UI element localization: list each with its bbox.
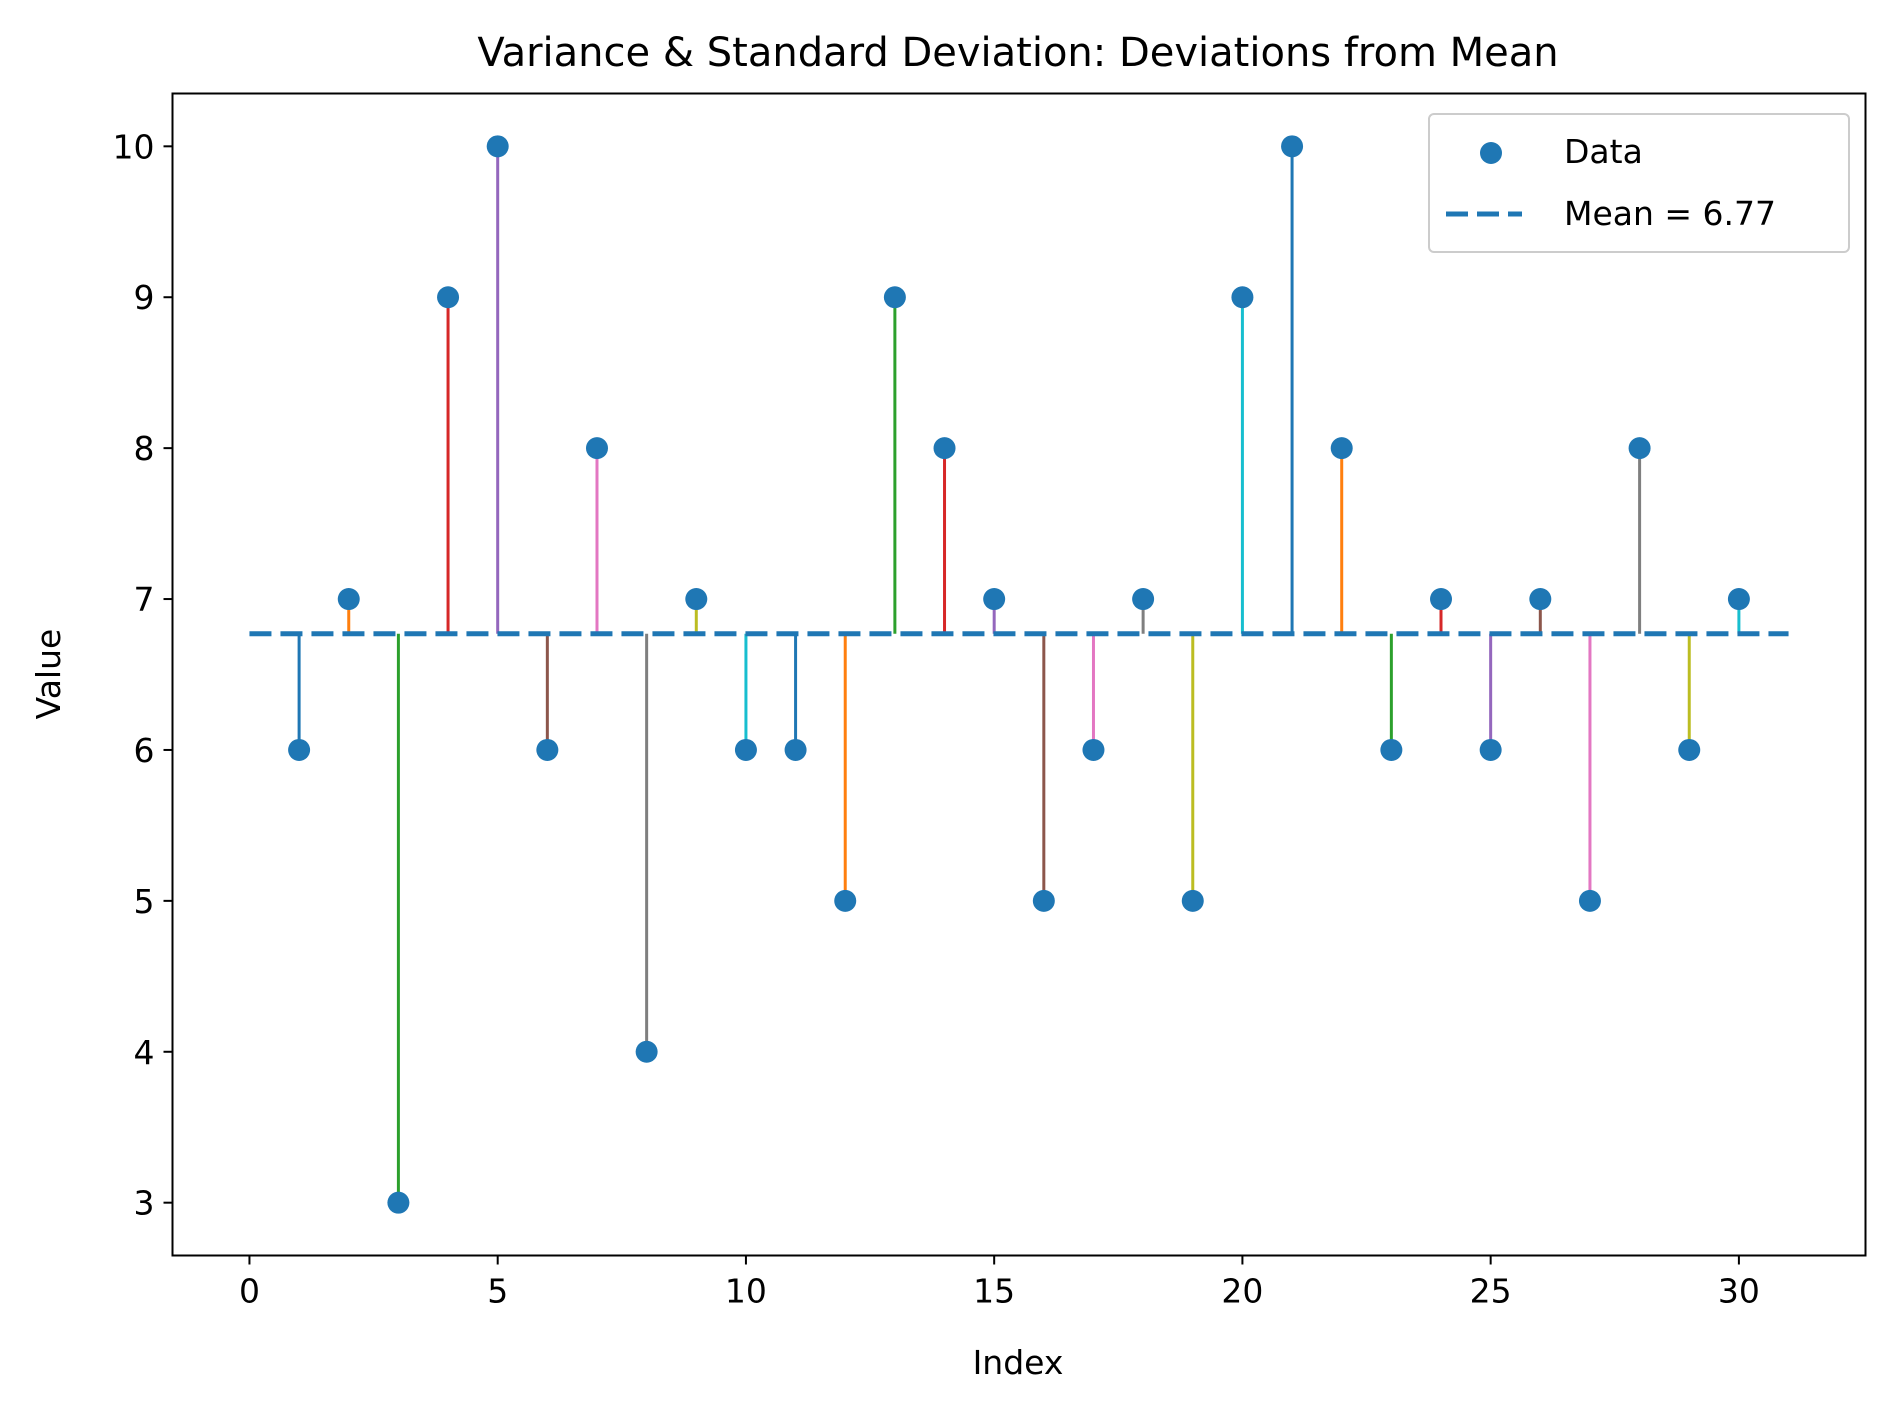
data-point-16 <box>1032 889 1055 912</box>
data-point-30 <box>1727 588 1750 611</box>
data-point-15 <box>983 588 1006 611</box>
legend-frame <box>1428 113 1850 253</box>
plot-area <box>249 135 1789 1214</box>
data-point-29 <box>1678 738 1701 761</box>
y-tick-label-8: 8 <box>134 429 155 468</box>
x-axis: 0 5 10 15 20 25 30 <box>239 1255 1760 1311</box>
data-point-3 <box>387 1191 410 1214</box>
data-point-20 <box>1231 286 1254 309</box>
y-tick-label-9: 9 <box>134 278 155 317</box>
data-point-22 <box>1330 437 1353 460</box>
data-point-6 <box>536 738 559 761</box>
y-tick-label-3: 3 <box>134 1184 155 1223</box>
data-point-2 <box>337 588 360 611</box>
data-point-26 <box>1529 588 1552 611</box>
legend-mean-label: Mean = 6.77 <box>1564 194 1776 233</box>
data-point-1 <box>288 738 311 761</box>
legend-data-label: Data <box>1564 132 1643 171</box>
data-point-19 <box>1181 889 1204 912</box>
data-point-14 <box>933 437 956 460</box>
data-point-9 <box>685 588 708 611</box>
data-point-28 <box>1628 437 1651 460</box>
y-tick-label-4: 4 <box>134 1033 155 1072</box>
data-point-25 <box>1479 738 1502 761</box>
data-point-5 <box>486 135 509 158</box>
x-tick-label-0: 0 <box>239 1272 260 1311</box>
y-axis: 3 4 5 6 7 8 9 10 <box>113 127 173 1223</box>
data-point-18 <box>1132 588 1155 611</box>
y-axis-label: Value <box>29 629 68 720</box>
x-tick-label-20: 20 <box>1221 1272 1263 1311</box>
data-point-4 <box>437 286 460 309</box>
x-tick-label-5: 5 <box>487 1272 508 1311</box>
x-tick-label-25: 25 <box>1470 1272 1512 1311</box>
y-tick-label-6: 6 <box>134 731 155 770</box>
data-point-10 <box>734 738 757 761</box>
data-point-12 <box>834 889 857 912</box>
data-point-11 <box>784 738 807 761</box>
data-point-24 <box>1430 588 1453 611</box>
legend-data-marker <box>1480 142 1502 164</box>
data-point-17 <box>1082 738 1105 761</box>
x-tick-label-15: 15 <box>973 1272 1015 1311</box>
axes-frame <box>171 92 1867 1257</box>
y-tick-label-10: 10 <box>113 127 155 166</box>
x-tick-label-30: 30 <box>1718 1272 1760 1311</box>
y-tick-label-5: 5 <box>134 882 155 921</box>
x-axis-label: Index <box>973 1343 1064 1382</box>
chart-title: Variance & Standard Deviation: Deviation… <box>477 30 1558 76</box>
legend: Data Mean = 6.77 <box>1428 113 1850 253</box>
data-point-21 <box>1281 135 1304 158</box>
y-tick-label-7: 7 <box>134 580 155 619</box>
data-point-8 <box>635 1040 658 1063</box>
data-point-7 <box>585 437 608 460</box>
data-point-23 <box>1380 738 1403 761</box>
x-tick-label-10: 10 <box>725 1272 767 1311</box>
data-point-13 <box>883 286 906 309</box>
data-point-27 <box>1578 889 1601 912</box>
